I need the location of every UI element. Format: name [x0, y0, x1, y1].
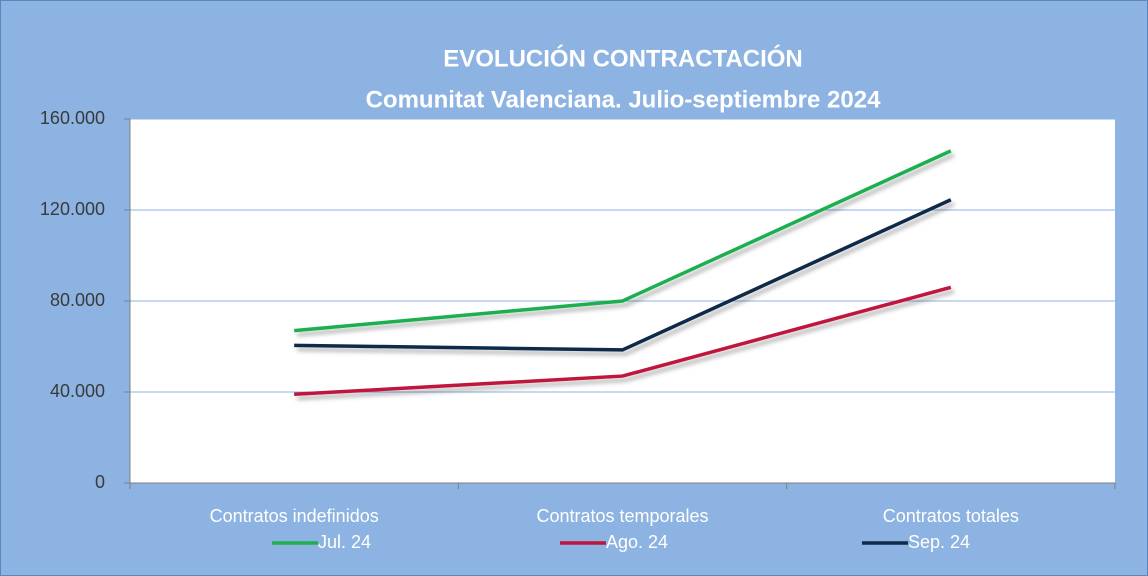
- y-tick-label: 0: [95, 472, 105, 492]
- legend-label: Sep. 24: [908, 532, 970, 552]
- series-line: [294, 149, 952, 333]
- x-tick-label: Contratos totales: [883, 506, 1019, 526]
- series-line: [294, 285, 952, 397]
- y-tick-label: 120.000: [40, 199, 105, 219]
- chart-subtitle: Comunitat Valenciana. Julio-septiembre 2…: [366, 86, 881, 113]
- y-tick-label: 160.000: [40, 108, 105, 128]
- x-tick-label: Contratos temporales: [536, 506, 708, 526]
- x-tick-label: Contratos indefinidos: [210, 506, 379, 526]
- legend-label: Ago. 24: [606, 532, 668, 552]
- series-line: [294, 198, 952, 352]
- y-tick-label: 80.000: [50, 290, 105, 310]
- legend-label: Jul. 24: [318, 532, 371, 552]
- y-tick-label: 40.000: [50, 381, 105, 401]
- chart-title: EVOLUCIÓN CONTRACTACIÓN: [443, 44, 803, 72]
